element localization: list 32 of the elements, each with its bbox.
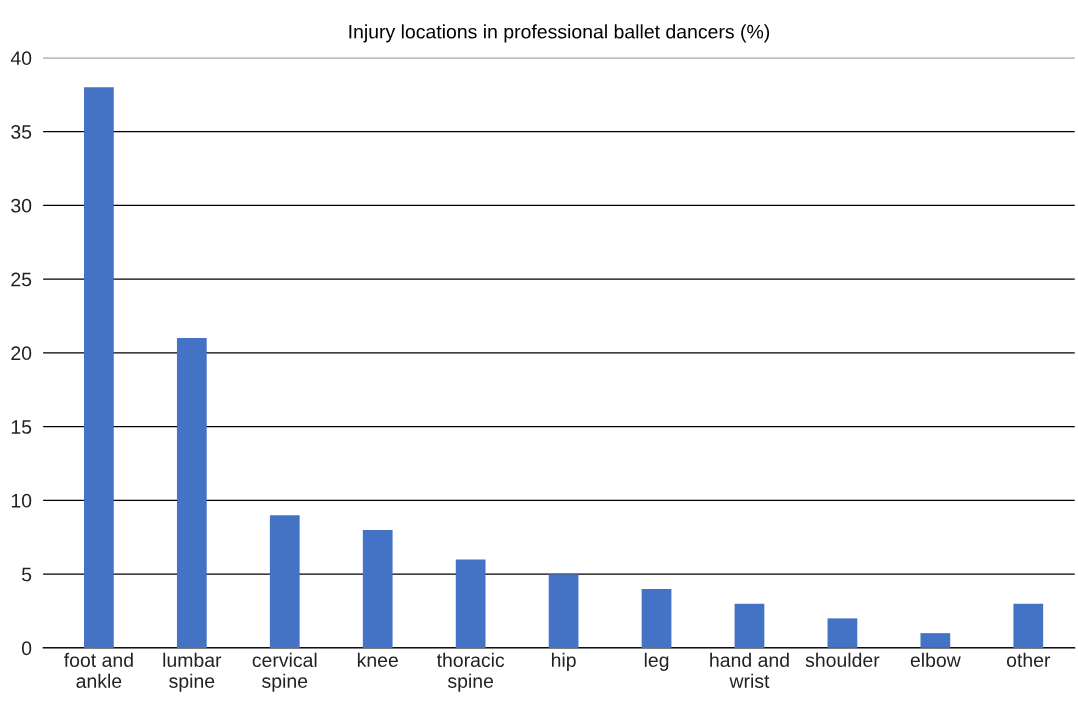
bar [176,338,207,648]
y-tick-label: 40 [10,51,32,66]
bar [269,515,300,648]
bar [641,588,672,648]
bar [827,618,858,648]
x-tick-label: leg [644,652,669,671]
y-tick-label: 20 [11,346,32,361]
y-tick-label: 5 [21,567,32,582]
bar [455,559,486,648]
bar [362,529,393,648]
x-tick-label: hand and wrist [710,652,789,688]
x-tick-label: lumbar spine [163,652,222,692]
bar [1013,603,1044,648]
x-tick-label: other [1006,652,1051,668]
x-tick-label: elbow [910,652,961,668]
y-tick-label: 0 [21,641,32,656]
bar [548,574,579,648]
bar [84,87,114,648]
y-tick-label: 15 [11,420,32,434]
y-tick-label: 35 [11,125,32,139]
y-tick-label: 10 [11,493,32,508]
bar [920,633,951,648]
x-tick-label: shoulder [805,652,880,668]
x-tick-label: foot and ankle [64,652,133,688]
x-tick-label: thoracic spine [436,652,505,692]
x-tick-label: hip [551,652,576,671]
x-tick-label: cervical spine [252,652,317,692]
x-tick-label: knee [357,652,398,668]
y-tick-label: 25 [11,272,32,287]
bar [734,603,765,648]
y-tick-label: 30 [11,198,32,213]
chart-title: Injury locations in professional ballet dancers (%) [349,24,770,43]
